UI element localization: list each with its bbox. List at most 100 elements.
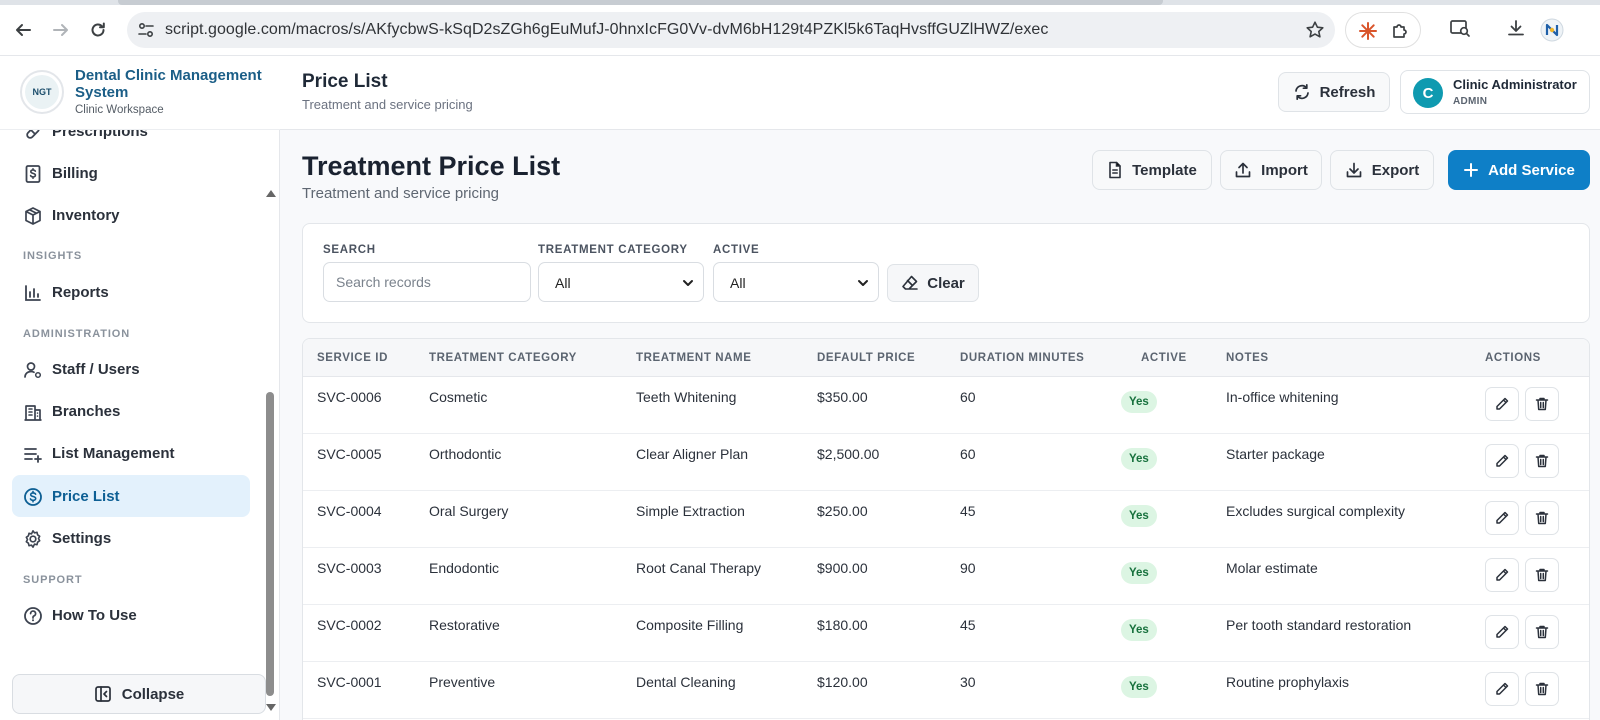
status-badge: Yes	[1121, 676, 1157, 698]
column-header-duration[interactable]: DURATION MINUTES	[960, 352, 1085, 364]
pencil-icon	[1494, 567, 1510, 583]
sidebar-item-reports[interactable]: Reports	[12, 271, 250, 313]
edit-button[interactable]	[1485, 558, 1519, 592]
table-row[interactable]: SVC-0002 Restorative Composite Filling $…	[303, 605, 1589, 662]
cell-name: Composite Filling	[636, 617, 744, 633]
upload-icon	[1234, 161, 1252, 179]
scrollbar-thumb[interactable]	[266, 392, 274, 696]
column-header-active[interactable]: ACTIVE	[1141, 352, 1187, 364]
url-text[interactable]: script.google.com/macros/s/AKfycbwS-kSqD…	[165, 21, 1049, 38]
pencil-icon	[1494, 453, 1510, 469]
tune-icon[interactable]	[137, 21, 155, 39]
status-badge: Yes	[1121, 562, 1157, 584]
sparkle-extension-icon[interactable]	[1358, 21, 1378, 41]
sidebar-item-settings[interactable]: Settings	[12, 517, 250, 559]
pencil-icon	[1494, 624, 1510, 640]
sidebar-item-label: Branches	[52, 403, 121, 420]
sidebar-item-branches[interactable]: Branches	[12, 390, 250, 432]
template-button[interactable]: Template	[1092, 150, 1212, 190]
star-icon[interactable]	[1305, 20, 1325, 40]
sidebar: NGT Dental Clinic Management System Clin…	[0, 56, 280, 720]
scroll-down-arrow-icon[interactable]	[266, 704, 276, 711]
sidebar-item-how-to-use[interactable]: How To Use	[12, 594, 250, 636]
delete-button[interactable]	[1525, 615, 1559, 649]
cell-category: Orthodontic	[429, 446, 502, 462]
download-icon[interactable]	[1506, 18, 1526, 38]
back-icon[interactable]	[10, 17, 36, 43]
receipt-dollar-icon	[23, 164, 43, 184]
sidebar-item-prescriptions[interactable]: Prescriptions	[12, 130, 250, 152]
sidebar-item-label: Staff / Users	[52, 361, 140, 378]
user-gear-icon	[23, 360, 43, 380]
active-tab[interactable]	[118, 0, 1163, 5]
address-bar[interactable]: script.google.com/macros/s/AKfycbwS-kSqD…	[127, 12, 1335, 48]
eraser-icon	[901, 274, 919, 292]
sidebar-item-inventory[interactable]: Inventory	[12, 194, 250, 236]
import-button[interactable]: Import	[1220, 150, 1322, 190]
column-header-service-id[interactable]: SERVICE ID	[317, 352, 388, 364]
collapse-label: Collapse	[121, 685, 185, 703]
column-header-price[interactable]: DEFAULT PRICE	[817, 352, 916, 364]
category-select[interactable]: All	[538, 262, 704, 302]
trash-icon	[1534, 681, 1550, 697]
edit-button[interactable]	[1485, 444, 1519, 478]
sidebar-item-label: List Management	[52, 445, 175, 462]
table-row[interactable]: SVC-0003 Endodontic Root Canal Therapy $…	[303, 548, 1589, 605]
edit-button[interactable]	[1485, 615, 1519, 649]
page-title: Price List	[302, 71, 388, 92]
cell-duration: 45	[960, 617, 976, 633]
edit-button[interactable]	[1485, 501, 1519, 535]
column-header-name[interactable]: TREATMENT NAME	[636, 352, 752, 364]
delete-button[interactable]	[1525, 558, 1559, 592]
sidebar-scrollbar[interactable]	[264, 130, 276, 720]
column-header-notes[interactable]: NOTES	[1226, 352, 1269, 364]
table-row[interactable]: SVC-0004 Oral Surgery Simple Extraction …	[303, 491, 1589, 548]
active-select[interactable]: All	[713, 262, 879, 302]
tab-strip	[0, 0, 1600, 5]
cell-service-id: SVC-0003	[317, 560, 382, 576]
clear-filters-button[interactable]: Clear	[887, 264, 979, 302]
delete-button[interactable]	[1525, 444, 1559, 478]
list-plus-icon	[23, 444, 43, 464]
trash-icon	[1534, 396, 1550, 412]
scroll-up-arrow-icon[interactable]	[266, 190, 276, 197]
tab-search-icon[interactable]	[1449, 18, 1471, 38]
cell-category: Oral Surgery	[429, 503, 509, 519]
sidebar-item-label: Billing	[52, 165, 98, 182]
table-row[interactable]: SVC-0005 Orthodontic Clear Aligner Plan …	[303, 434, 1589, 491]
cell-price: $900.00	[817, 560, 868, 576]
profile-icon[interactable]	[1540, 18, 1564, 42]
table-row[interactable]: SVC-0006 Cosmetic Teeth Whitening $350.0…	[303, 377, 1589, 434]
table-row[interactable]: SVC-0001 Preventive Dental Cleaning $120…	[303, 662, 1589, 719]
column-header-category[interactable]: TREATMENT CATEGORY	[429, 352, 577, 364]
cell-duration: 60	[960, 446, 976, 462]
sidebar-item-label: Price List	[52, 488, 120, 505]
sidebar-item-billing[interactable]: Billing	[12, 152, 250, 194]
sidebar-item-label: Prescriptions	[52, 130, 148, 140]
user-menu[interactable]: C Clinic Administrator ADMIN	[1400, 70, 1590, 114]
export-button[interactable]: Export	[1330, 150, 1434, 190]
search-input[interactable]	[323, 262, 531, 302]
cell-duration: 45	[960, 503, 976, 519]
cell-notes: Molar estimate	[1226, 560, 1318, 576]
edit-button[interactable]	[1485, 387, 1519, 421]
delete-button[interactable]	[1525, 501, 1559, 535]
package-icon	[23, 206, 43, 226]
status-badge: Yes	[1121, 391, 1157, 413]
sidebar-item-price-list[interactable]: Price List	[12, 475, 250, 517]
cell-category: Restorative	[429, 617, 500, 633]
forward-icon[interactable]	[48, 17, 74, 43]
section-label-administration: ADMINISTRATION	[23, 328, 131, 340]
status-badge: Yes	[1121, 448, 1157, 470]
edit-button[interactable]	[1485, 672, 1519, 706]
refresh-button[interactable]: Refresh	[1278, 72, 1390, 112]
delete-button[interactable]	[1525, 672, 1559, 706]
active-filter-label: ACTIVE	[713, 244, 760, 256]
puzzle-icon[interactable]	[1390, 21, 1410, 41]
reload-icon[interactable]	[85, 17, 111, 43]
delete-button[interactable]	[1525, 387, 1559, 421]
collapse-button[interactable]: Collapse	[12, 674, 266, 714]
sidebar-item-staff-users[interactable]: Staff / Users	[12, 348, 250, 390]
add-service-button[interactable]: Add Service	[1448, 150, 1590, 190]
sidebar-item-list-management[interactable]: List Management	[12, 432, 250, 474]
